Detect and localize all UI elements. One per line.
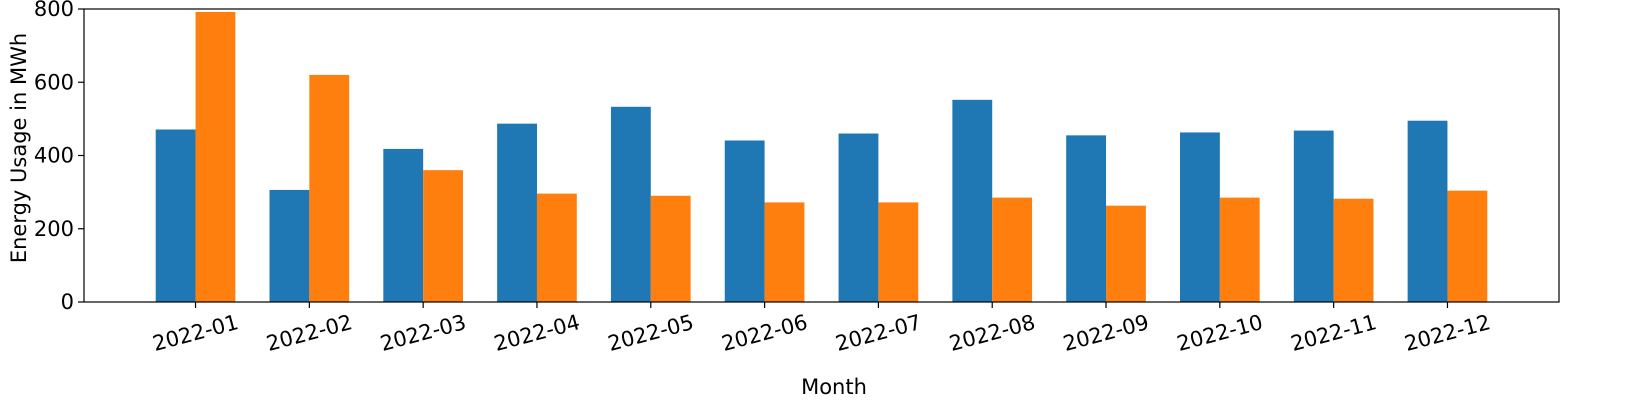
bar-series2-2022-10 [1219,197,1260,302]
bar-series2-2022-07 [878,202,919,302]
x-tick-label-2022-01: 2022-01 [150,310,241,356]
bars-group [155,11,1488,303]
x-tick-label-2022-04: 2022-04 [491,310,582,356]
bar-series2-2022-01 [195,11,236,303]
bar-series1-2022-09 [1066,135,1107,302]
bar-series1-2022-04 [497,123,537,302]
x-tick-label-2022-02: 2022-02 [264,310,355,356]
y-axis-label: Energy Usage in MWh [7,33,31,263]
bar-series2-2022-09 [1106,205,1146,302]
bar-series2-2022-12 [1447,190,1488,302]
x-axis-label: Month [801,375,867,399]
bar-series2-2022-03 [423,170,463,302]
x-tick-label-2022-12: 2022-12 [1402,310,1493,356]
bar-series1-2022-07 [838,133,879,302]
bar-series2-2022-08 [992,197,1033,302]
bar-series1-2022-11 [1293,130,1334,302]
y-tick-label-200: 200 [34,217,74,241]
x-tick-label-2022-03: 2022-03 [378,310,469,356]
bar-series1-2022-01 [155,129,196,302]
y-tick-label-0: 0 [61,290,74,314]
x-tick-label-2022-10: 2022-10 [1174,310,1265,356]
x-tick-label-2022-09: 2022-09 [1061,310,1152,356]
bar-series2-2022-06 [764,202,805,302]
x-tick-label-2022-05: 2022-05 [605,310,696,356]
bar-series1-2022-03 [383,148,424,302]
y-tick-label-600: 600 [34,70,74,94]
bar-series1-2022-08 [952,99,993,302]
bar-series2-2022-04 [536,193,577,302]
bar-series1-2022-05 [610,106,651,302]
y-tick-label-800: 800 [34,0,74,21]
bar-series2-2022-11 [1333,198,1374,302]
x-tick-label-2022-06: 2022-06 [719,310,810,356]
bar-series1-2022-10 [1180,132,1220,302]
y-tick-label-400: 400 [34,144,74,168]
bar-series2-2022-02 [309,74,350,302]
bar-series1-2022-12 [1407,120,1448,303]
x-tick-label-2022-11: 2022-11 [1288,310,1379,356]
x-tick-label-2022-07: 2022-07 [833,310,924,356]
x-tick-label-2022-08: 2022-08 [947,310,1038,356]
bar-series1-2022-06 [724,140,765,302]
bar-series1-2022-02 [269,189,310,302]
bar-series2-2022-05 [650,195,691,302]
